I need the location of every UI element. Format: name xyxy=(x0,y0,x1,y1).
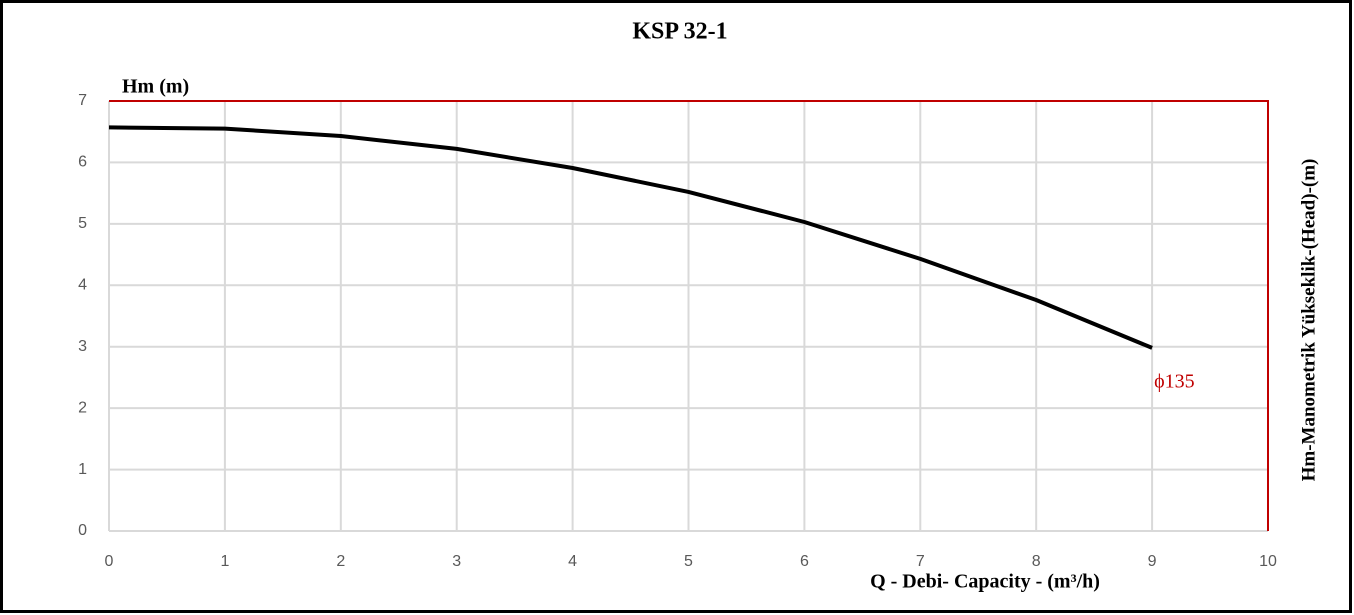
x-axis-label: Q - Debi- Capacity - (m³/h) xyxy=(870,571,1100,593)
y-tick-label: 3 xyxy=(78,338,87,355)
y-tick-label: 2 xyxy=(78,399,87,416)
y-axis-label-right: Hm-Manometrik Yükseklik-(Head)-(m) xyxy=(1298,159,1319,482)
chart-title: KSP 32-1 xyxy=(632,19,727,45)
x-tick-label: 6 xyxy=(800,553,809,570)
x-tick-label: 0 xyxy=(105,553,114,570)
y-tick-label: 1 xyxy=(78,461,87,478)
x-tick-label: 1 xyxy=(220,553,229,570)
x-tick-label: 5 xyxy=(684,553,693,570)
x-tick-label: 7 xyxy=(916,553,925,570)
y-tick-label: 4 xyxy=(78,277,87,294)
x-tick-label: 8 xyxy=(1032,553,1041,570)
plot-frame xyxy=(109,100,1269,531)
y-tick-label: 6 xyxy=(78,154,87,171)
x-tick-label: 10 xyxy=(1259,553,1277,570)
x-tick-label: 9 xyxy=(1148,553,1157,570)
y-axis-label: Hm (m) xyxy=(122,76,189,98)
x-tick-label: 4 xyxy=(568,553,577,570)
y-tick-label: 0 xyxy=(78,522,87,539)
y-tick-label: 5 xyxy=(78,215,87,232)
curve-label: ϕ135 xyxy=(1154,371,1195,393)
y-tick-label: 7 xyxy=(78,92,87,109)
x-tick-label: 2 xyxy=(336,553,345,570)
curve xyxy=(108,125,1153,350)
x-tick-label: 3 xyxy=(452,553,461,570)
